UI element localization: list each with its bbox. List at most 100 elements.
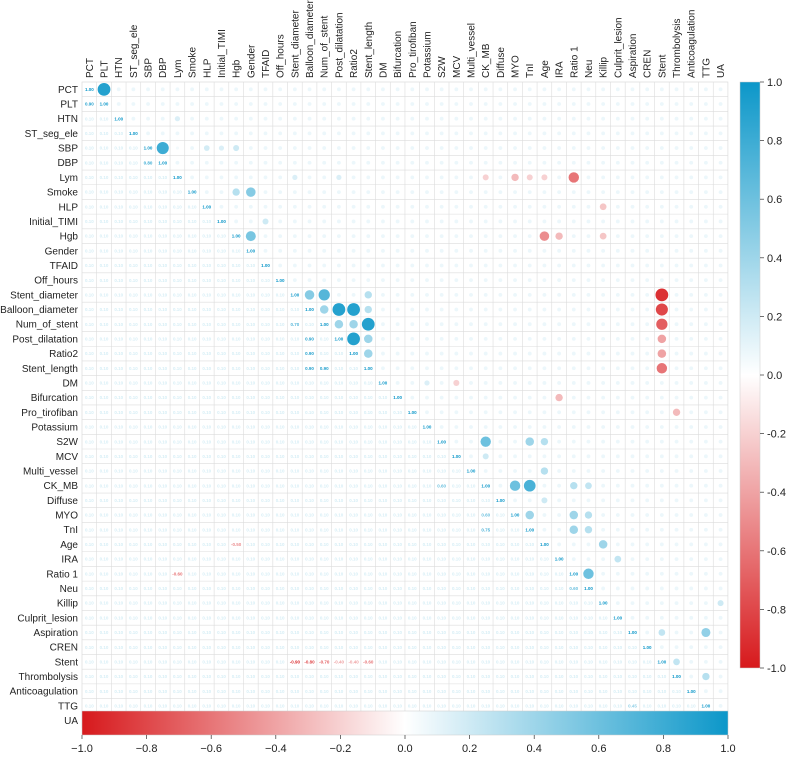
row-label-potassium: Potassium <box>31 422 78 433</box>
correlation-value-faint: 0.10 <box>85 351 94 356</box>
correlation-value: 0.60 <box>569 586 578 591</box>
correlation-circle <box>557 381 562 385</box>
correlation-value-faint: 0.10 <box>305 586 314 591</box>
correlation-value-faint: 0.10 <box>188 615 197 620</box>
correlation-circle <box>175 160 180 165</box>
correlation-value-faint: 0.10 <box>393 469 402 474</box>
diagonal-value: 1.00 <box>408 410 417 415</box>
correlation-circle <box>569 510 579 520</box>
correlation-value-faint: 0.10 <box>85 160 94 165</box>
correlation-circle <box>336 102 341 106</box>
correlation-value-faint: 0.10 <box>290 557 299 562</box>
correlation-circle <box>513 351 517 356</box>
correlation-circle <box>630 263 635 268</box>
correlation-value-faint: 0.10 <box>290 454 299 459</box>
column-label-neu: Neu <box>584 60 595 78</box>
diagonal-value: 1.00 <box>305 307 314 312</box>
correlation-circle <box>454 263 459 268</box>
row-label-myo: MYO <box>55 511 78 522</box>
correlation-value-faint: 0.10 <box>408 527 417 532</box>
correlation-circle <box>689 307 694 312</box>
correlation-circle <box>498 116 503 121</box>
correlation-value-faint: 0.10 <box>202 366 211 371</box>
correlation-circle <box>630 234 635 239</box>
correlation-circle <box>361 317 375 331</box>
correlation-circle <box>557 351 562 356</box>
column-label-aspiration: Aspiration <box>628 34 639 78</box>
correlation-circle <box>483 146 488 150</box>
column-label-anticoagulation: Anticoagulation <box>687 10 698 78</box>
correlation-circle <box>190 87 195 92</box>
row-label-bifurcation: Bifurcation <box>31 393 78 404</box>
correlation-value-faint: 0.10 <box>202 351 211 356</box>
correlation-value-faint: 0.10 <box>349 527 358 532</box>
correlation-value-faint: 0.10 <box>188 395 197 400</box>
correlation-circle <box>262 218 269 225</box>
correlation-value-faint: 0.10 <box>393 513 402 518</box>
correlation-value-faint: 0.10 <box>452 513 461 518</box>
correlation-circle <box>307 204 312 209</box>
correlation-circle <box>542 160 547 165</box>
correlation-circle <box>439 395 444 400</box>
correlation-value-faint: 0.10 <box>276 645 285 650</box>
correlation-value-faint: 0.10 <box>290 498 299 503</box>
correlation-circle <box>718 513 723 517</box>
correlation-circle <box>718 381 723 385</box>
correlation-value-faint: 0.10 <box>276 366 285 371</box>
correlation-circle <box>174 116 181 122</box>
correlation-value-faint: 0.10 <box>246 469 255 474</box>
correlation-circle <box>454 131 459 136</box>
correlation-circle <box>513 204 517 209</box>
correlation-circle <box>483 395 488 400</box>
correlation-circle <box>439 307 444 312</box>
correlation-circle <box>190 131 195 136</box>
correlation-circle <box>513 87 517 92</box>
correlation-value-faint: 0.10 <box>437 704 446 709</box>
correlation-value-faint: 0.10 <box>144 439 153 444</box>
correlation-value-faint: 0.10 <box>349 395 358 400</box>
correlation-value-faint: 0.10 <box>173 513 182 518</box>
correlation-circle <box>718 116 723 121</box>
correlation-value-faint: 0.10 <box>467 659 476 664</box>
correlation-value-faint: 0.10 <box>158 615 167 620</box>
correlation-circle <box>586 439 591 444</box>
correlation-circle <box>469 395 473 400</box>
correlation-circle <box>586 542 591 547</box>
correlation-circle <box>454 366 459 371</box>
correlation-value-faint: 0.10 <box>173 381 182 386</box>
correlation-circle <box>586 204 591 209</box>
correlation-circle <box>630 498 635 503</box>
correlation-circle <box>248 116 253 121</box>
correlation-circle <box>659 542 664 547</box>
row-label-balloon-diameter: Balloon_diameter <box>0 305 78 316</box>
correlation-value-faint: 0.10 <box>246 292 255 297</box>
correlation-value-faint: 0.10 <box>85 630 94 635</box>
row-label-stent-diameter: Stent_diameter <box>10 290 78 301</box>
correlation-value-faint: 0.10 <box>158 381 167 386</box>
correlation-value-faint: 0.10 <box>290 542 299 547</box>
hbar-tick-label: −0.8 <box>136 743 158 755</box>
correlation-value-faint: 0.10 <box>158 645 167 650</box>
correlation-value-faint: 0.10 <box>408 542 417 547</box>
correlation-value-faint: 0.10 <box>188 219 197 224</box>
correlation-value-faint: 0.10 <box>144 527 153 532</box>
correlation-circle <box>498 395 503 400</box>
correlation-circle <box>630 307 635 312</box>
correlation-value-faint: 0.10 <box>393 454 402 459</box>
correlation-value-faint: 0.10 <box>555 586 564 591</box>
correlation-circle <box>234 160 239 165</box>
correlation-circle <box>322 116 327 121</box>
correlation-circle <box>351 292 356 297</box>
correlation-circle <box>483 219 488 224</box>
correlation-value-faint: 0.10 <box>173 204 182 209</box>
correlation-circle <box>513 160 517 165</box>
correlation-circle <box>571 454 576 459</box>
correlation-circle <box>527 219 532 224</box>
correlation-circle <box>498 483 503 488</box>
correlation-circle <box>674 146 679 150</box>
correlation-value-faint: 0.10 <box>129 615 138 620</box>
correlation-circle <box>439 190 444 195</box>
correlation-circle <box>645 513 650 517</box>
correlation-value-faint: 0.10 <box>305 527 314 532</box>
diagonal-value: 1.00 <box>452 454 461 459</box>
